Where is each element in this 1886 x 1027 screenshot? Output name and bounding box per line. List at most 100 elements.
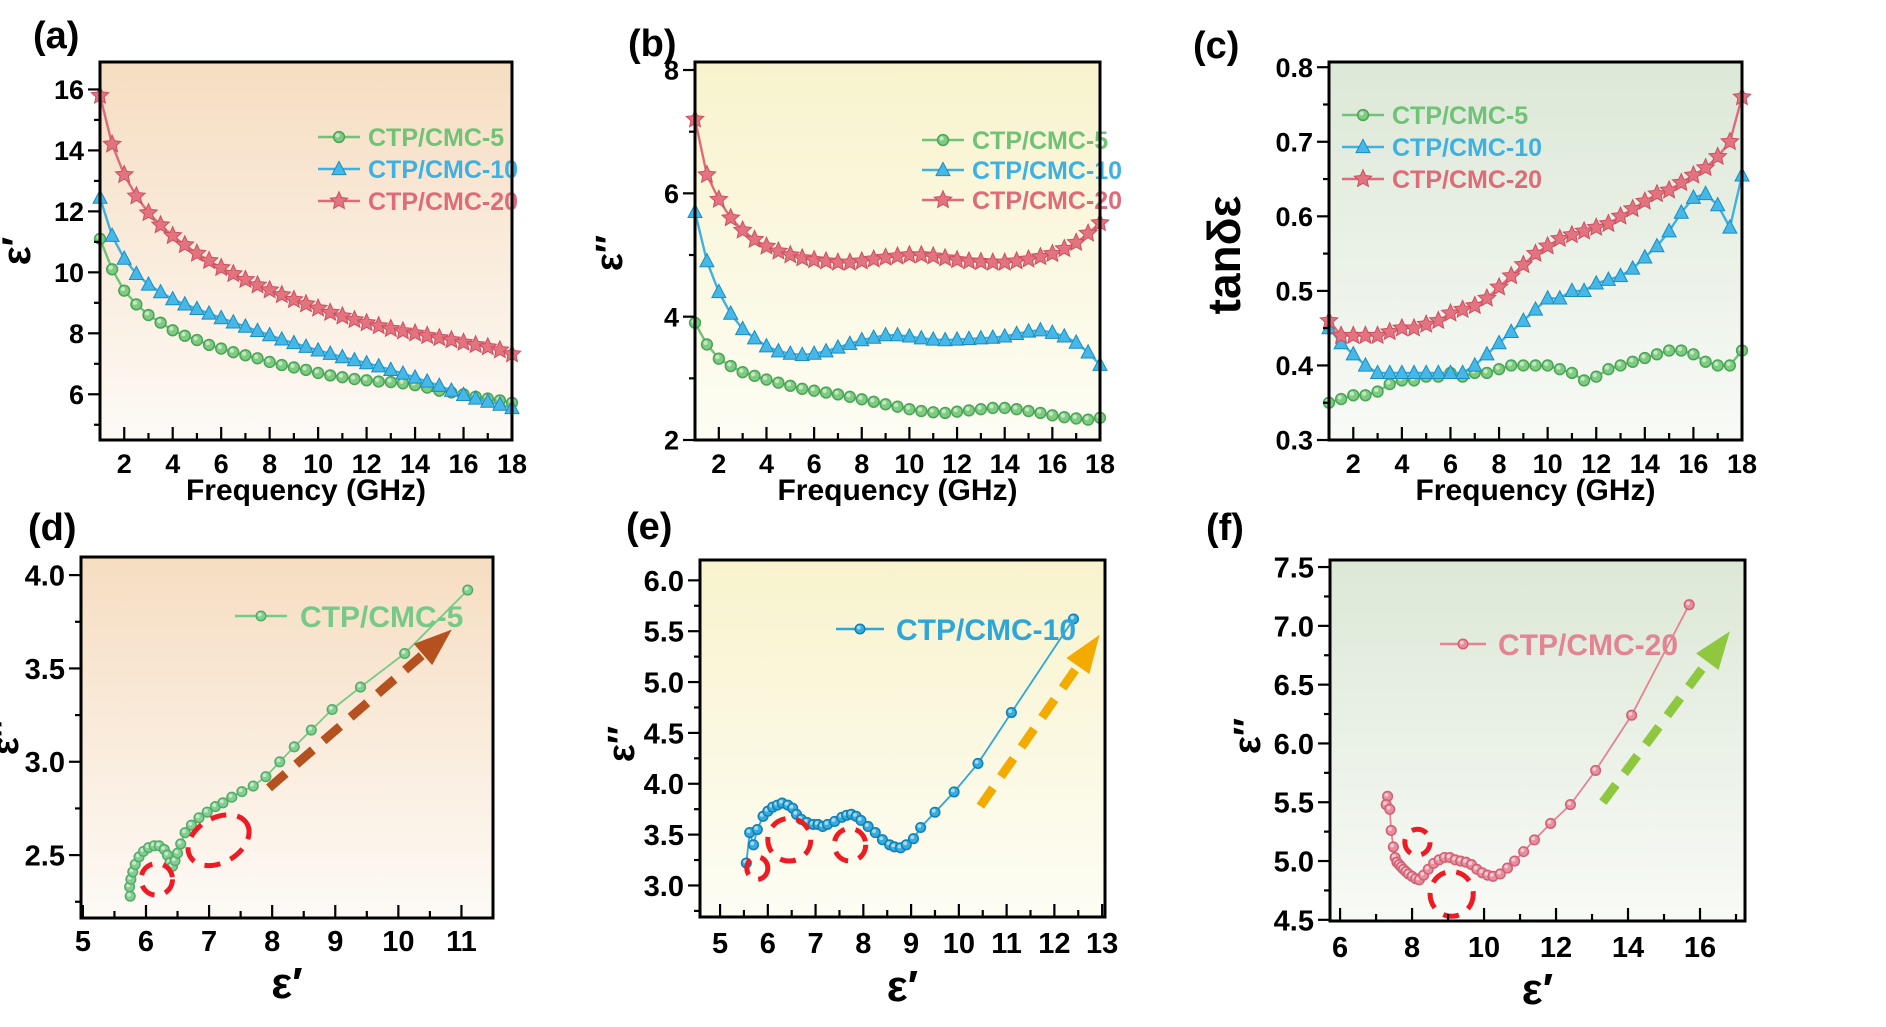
- legend-item-ctp-cmc-5: CTP/CMC-5: [922, 127, 1108, 155]
- legend-item-ctp-cmc-10: CTP/CMC-10: [1342, 134, 1542, 162]
- x-tick-label: 10: [1533, 449, 1563, 479]
- x-tick-label: 6: [760, 928, 776, 960]
- y-tick-label: 5.0: [1274, 846, 1314, 878]
- panel-tag-f: (f): [1206, 507, 1244, 549]
- y-axis-title-c: tanδε: [1198, 195, 1250, 314]
- legend-item-ctp-cmc-5: CTP/CMC-5: [235, 601, 463, 634]
- trend-arrow-f: [1599, 631, 1730, 805]
- legend-item-ctp-cmc-20: CTP/CMC-20: [922, 187, 1122, 215]
- legend-item-ctp-cmc-10: CTP/CMC-10: [318, 156, 518, 184]
- legend-label: CTP/CMC-5: [300, 601, 463, 634]
- highlight-ellipse-1-d: [138, 860, 175, 898]
- y-tick-label: 5.0: [644, 667, 684, 699]
- x-tick-label: 6: [1332, 932, 1348, 964]
- y-tick-label: 0.4: [1275, 351, 1313, 381]
- x-tick-label: 5: [712, 928, 728, 960]
- x-axis-title-a: Frequency (GHz): [186, 474, 426, 507]
- x-tick-label: 18: [1085, 449, 1115, 479]
- series-markers: [124, 584, 474, 902]
- tick-labels-f: 6 8 10 12 14 16 4.5 5.0 5.5 6.0 6.5 7.0 7.5: [1274, 552, 1716, 964]
- y-tick-label: 2: [664, 426, 679, 456]
- x-tick-label: 7: [808, 928, 824, 960]
- y-tick-label: 16: [54, 75, 84, 105]
- tick-labels-e: 5 6 7 8 9 10 11 12 13 3.0 3.5 4.0 4.5 5.0 5.5 6.0: [644, 566, 1119, 960]
- axes-frame-c: [1327, 60, 1744, 442]
- ticks-a: [88, 88, 514, 440]
- legend-label: CTP/CMC-20: [1498, 629, 1678, 662]
- series-ctp-cmc-10: [1321, 166, 1750, 380]
- x-tick-label: 12: [1540, 932, 1572, 964]
- x-axis-title-f: ε′: [1522, 965, 1553, 1014]
- legend-e: CTP/CMC-10: [836, 614, 1076, 647]
- y-tick-label: 6: [664, 179, 679, 209]
- series-markers: [688, 316, 1107, 426]
- x-tick-label: 2: [711, 449, 726, 479]
- y-tick-label: 5.5: [1274, 788, 1314, 820]
- x-tick-label: 2: [1346, 449, 1361, 479]
- highlight-ellipse-1-f: [1402, 826, 1433, 858]
- ticks-d: [69, 574, 463, 918]
- x-tick-label: 6: [1443, 449, 1458, 479]
- y-tick-label: 6.0: [1274, 729, 1314, 761]
- x-tick-label: 7: [201, 926, 217, 958]
- legend-label: CTP/CMC-20: [1392, 166, 1542, 194]
- y-tick-label: 6: [69, 380, 84, 410]
- legend-f: CTP/CMC-20: [1440, 629, 1678, 662]
- plot-background-f: [1330, 560, 1745, 921]
- series-ctp-cmc-20: [1380, 599, 1695, 886]
- y-axis-title-f: ε″: [1227, 718, 1269, 754]
- x-tick-label: 16: [449, 449, 479, 479]
- legend-label: CTP/CMC-10: [1392, 134, 1542, 162]
- y-tick-label: 6.5: [1274, 670, 1314, 702]
- x-tick-label: 14: [1630, 449, 1660, 479]
- y-tick-label: 4.5: [1274, 905, 1314, 937]
- y-tick-label: 10: [54, 258, 84, 288]
- y-tick-label: 12: [54, 197, 84, 227]
- y-tick-label: 4.0: [25, 561, 65, 593]
- panel-tag-d: (d): [28, 507, 77, 549]
- legend-label: CTP/CMC-10: [368, 156, 518, 184]
- x-tick-label: 6: [807, 449, 822, 479]
- y-tick-label: 14: [54, 136, 84, 166]
- ticks-c: [1317, 66, 1744, 442]
- axes-frame-f: [1328, 558, 1747, 923]
- y-tick-label: 3.5: [644, 820, 684, 852]
- y-tick-label: 4: [664, 302, 679, 332]
- panel-e: CTP/CMC-10 5 6 7 8 9 10 11 12 13 3.0 3.5 4.0 4.5 5.0 5.…: [601, 506, 1118, 1011]
- y-tick-label: 0.5: [1275, 277, 1313, 307]
- x-tick-label: 2: [117, 449, 132, 479]
- y-tick-label: 3.5: [25, 654, 65, 686]
- legend-item-ctp-cmc-10: CTP/CMC-10: [922, 157, 1122, 185]
- highlight-ellipse-2-e: [765, 815, 814, 864]
- series-ctp-cmc-5: [1322, 344, 1749, 409]
- legend-c: CTP/CMC-5 CTP/CMC-10 CTP/CMC-20: [1342, 102, 1542, 194]
- y-tick-label: 6.0: [644, 566, 684, 598]
- y-tick-label: 0.6: [1275, 202, 1313, 232]
- axes-frame-d: [79, 555, 495, 920]
- x-tick-label: 16: [1678, 449, 1708, 479]
- x-tick-label: 14: [1612, 932, 1644, 964]
- y-tick-label: 0.3: [1275, 426, 1313, 456]
- axes-frame-b: [693, 60, 1102, 442]
- x-tick-label: 16: [1684, 932, 1716, 964]
- x-tick-label: 11: [991, 928, 1022, 960]
- x-tick-label: 10: [943, 928, 975, 960]
- x-tick-label: 10: [1468, 932, 1500, 964]
- x-tick-label: 8: [264, 926, 280, 958]
- axes-frame-e: [698, 558, 1107, 919]
- x-axis-title-b: Frequency (GHz): [777, 474, 1017, 507]
- x-tick-label: 18: [1727, 449, 1757, 479]
- x-axis-title-c: Frequency (GHz): [1415, 474, 1655, 507]
- y-tick-label: 0.7: [1275, 127, 1313, 157]
- legend-item-ctp-cmc-5: CTP/CMC-5: [318, 124, 504, 152]
- highlight-ellipse-3-e: [831, 826, 869, 864]
- series-ctp-cmc-10: [687, 203, 1108, 371]
- x-tick-label: 14: [400, 449, 430, 479]
- y-tick-label: 0.8: [1275, 53, 1313, 83]
- highlight-ellipse-2-f: [1427, 869, 1476, 919]
- highlight-ellipse-1-e: [744, 854, 771, 882]
- tick-labels-c: 2 4 6 8 10 12 14 16 18 0.3 0.4 0.5 0.6 0.7 0.8: [1275, 53, 1757, 479]
- x-tick-label: 8: [1404, 932, 1420, 964]
- y-tick-label: 3.0: [25, 747, 65, 779]
